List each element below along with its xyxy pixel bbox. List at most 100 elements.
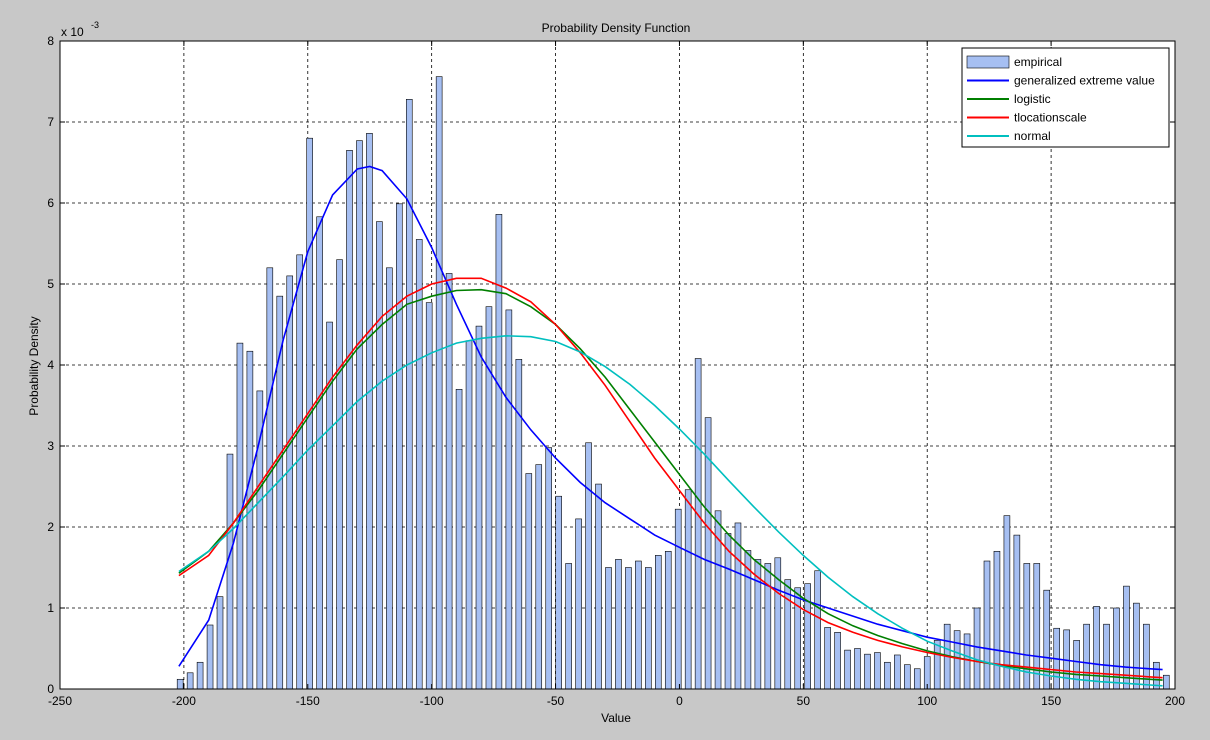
histogram-bar xyxy=(535,464,543,690)
histogram-bar xyxy=(864,653,871,690)
y-tick-label: 2 xyxy=(47,520,54,534)
y-exponent-base: x 10 xyxy=(61,25,84,39)
histogram-bar xyxy=(465,340,473,690)
histogram-bar xyxy=(435,76,443,690)
histogram-bar xyxy=(475,325,483,690)
histogram-bar xyxy=(854,648,861,690)
histogram-bar xyxy=(894,654,901,690)
histogram-bars xyxy=(176,76,1170,690)
histogram-bar xyxy=(645,567,652,690)
y-tick-label: 6 xyxy=(47,196,54,210)
y-axis-label: Probability Density xyxy=(27,316,41,415)
legend-entry-label: tlocationscale xyxy=(1014,111,1087,125)
fitted-curves xyxy=(178,165,1163,687)
histogram-bar xyxy=(635,560,642,690)
histogram-bar xyxy=(1163,674,1170,690)
histogram-bar xyxy=(226,453,234,690)
histogram-bar xyxy=(1103,623,1110,690)
histogram-bar xyxy=(386,267,393,690)
histogram-bar xyxy=(565,563,572,690)
histogram-bar xyxy=(376,221,383,690)
histogram-bar xyxy=(913,668,921,690)
histogram-bar xyxy=(575,518,582,690)
histogram-bar xyxy=(684,489,692,690)
histogram-bar xyxy=(844,649,851,690)
x-tick-label: 200 xyxy=(1165,694,1185,708)
x-tick-label: 150 xyxy=(1041,694,1061,708)
histogram-bar xyxy=(784,579,792,690)
curve-normal xyxy=(178,334,1163,687)
histogram-bar xyxy=(186,672,194,690)
histogram-bar xyxy=(794,587,802,690)
histogram-bar xyxy=(724,533,732,690)
x-tick-label: -150 xyxy=(296,694,320,708)
histogram-bar xyxy=(356,140,363,690)
x-tick-label: -100 xyxy=(420,694,444,708)
legend-entry-label: empirical xyxy=(1014,55,1062,69)
curve-tlocationscale xyxy=(178,277,1163,679)
axis-ticks: -250 -200 -150 -100 -50 0 50 100 150 200 0 1 2 3 4 5 6 7 8 xyxy=(47,34,1185,708)
histogram-bar xyxy=(884,661,891,690)
x-tick-label: 50 xyxy=(797,694,811,708)
y-tick-label: 8 xyxy=(47,34,54,48)
histogram-bar xyxy=(246,350,254,690)
x-tick-label: -50 xyxy=(547,694,565,708)
histogram-bar xyxy=(366,133,373,690)
y-tick-label: 5 xyxy=(47,277,54,291)
histogram-bar xyxy=(415,239,423,690)
histogram-bar xyxy=(555,495,562,690)
x-tick-label: 100 xyxy=(917,694,937,708)
curve-logistic xyxy=(178,288,1163,681)
histogram-bar xyxy=(655,555,662,690)
histogram-bar xyxy=(874,652,881,690)
y-exponent-power: -3 xyxy=(91,20,99,30)
histogram-bar xyxy=(764,563,772,690)
histogram-bar xyxy=(1123,585,1130,690)
legend[interactable]: empirical generalized extreme value logist… xyxy=(961,47,1170,148)
histogram-bar xyxy=(445,273,453,690)
histogram-bar xyxy=(396,203,403,690)
legend-entry-label: logistic xyxy=(1014,92,1051,106)
histogram-bar xyxy=(525,473,533,690)
histogram-bar xyxy=(346,150,353,690)
histogram-bar xyxy=(316,216,323,690)
histogram-bar xyxy=(336,259,343,690)
histogram-bar xyxy=(605,567,612,690)
histogram-bar xyxy=(963,633,971,690)
histogram-bar xyxy=(1083,623,1090,690)
histogram-bar xyxy=(1073,640,1080,690)
histogram-bar xyxy=(545,447,552,690)
y-tick-label: 7 xyxy=(47,115,54,129)
histogram-bar xyxy=(814,570,821,690)
legend-entry-label: generalized extreme value xyxy=(1014,74,1155,88)
histogram-bar xyxy=(834,631,841,690)
histogram-bar xyxy=(296,254,303,690)
histogram-bar xyxy=(485,306,493,690)
y-tick-label: 0 xyxy=(47,682,54,696)
histogram-bar xyxy=(196,661,204,690)
histogram-bar xyxy=(425,302,433,690)
histogram-bar xyxy=(515,359,523,690)
histogram-bar xyxy=(216,596,224,690)
x-tick-label: -200 xyxy=(172,694,196,708)
histogram-bar xyxy=(595,483,602,690)
histogram-bar xyxy=(983,560,991,690)
y-exponent-label: x 10 -3 xyxy=(61,20,99,39)
y-tick-label: 3 xyxy=(47,439,54,453)
curve-generalized-extreme-value xyxy=(178,165,1163,671)
histogram-bar xyxy=(585,442,592,690)
legend-swatch xyxy=(966,55,1010,69)
x-tick-label: -250 xyxy=(48,694,72,708)
histogram-bar xyxy=(1003,515,1011,690)
histogram-bar xyxy=(176,678,184,690)
histogram-bar xyxy=(615,559,622,690)
histogram-bar xyxy=(933,640,941,690)
histogram-bar xyxy=(405,99,413,690)
histogram-bar xyxy=(993,550,1001,690)
histogram-bar xyxy=(625,567,632,690)
histogram-bar xyxy=(694,358,702,690)
histogram-bar xyxy=(824,627,831,690)
histogram-bar xyxy=(953,630,961,690)
histogram-bar xyxy=(455,388,463,690)
